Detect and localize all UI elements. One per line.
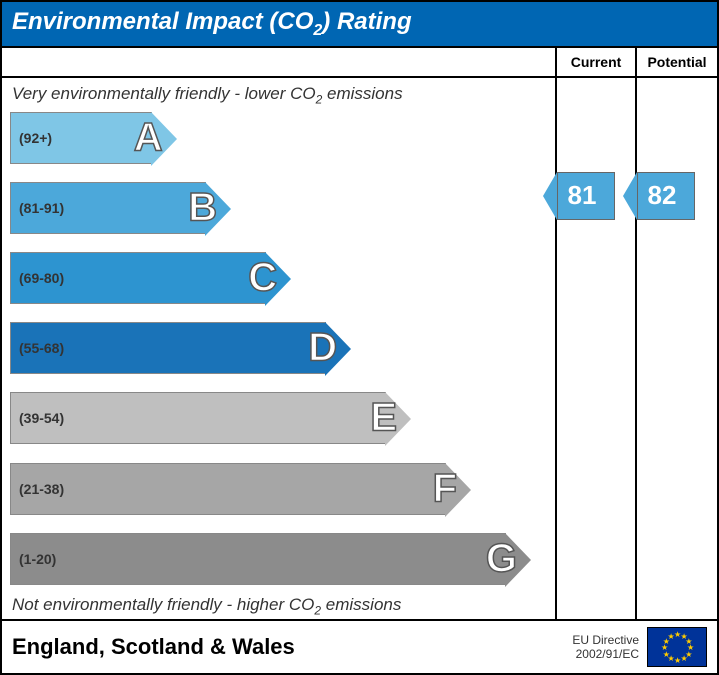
band-range-label: (55-68) <box>11 340 64 356</box>
potential-pointer-arrow <box>623 172 637 220</box>
footer: England, Scotland & Wales EU Directive 2… <box>2 619 717 673</box>
band-letter-e: E <box>370 396 397 441</box>
bands-body: (92+) A (81-91) B (69-80) C (55-68) D (39-54) E (2… <box>2 108 555 588</box>
table-area: Very environmentally friendly - lower CO… <box>2 46 717 619</box>
band-range-label: (1-20) <box>11 551 56 567</box>
potential-column-header: Potential <box>637 48 717 78</box>
footer-region: England, Scotland & Wales <box>12 634 295 660</box>
potential-value: 82 <box>642 180 677 211</box>
band-letter-a: A <box>134 116 163 161</box>
band-row-c: (69-80) C <box>10 252 555 304</box>
top-caption: Very environmentally friendly - lower CO… <box>2 78 555 108</box>
footer-right: EU Directive 2002/91/EC ★★★★★★★★★★★★ <box>572 627 707 667</box>
band-bar-g: (1-20)G <box>10 533 506 585</box>
band-bar-b: (81-91)B <box>10 182 206 234</box>
current-column: Current 81 <box>557 46 637 619</box>
eu-star-icon: ★ <box>674 656 681 665</box>
current-pointer: 81 <box>543 172 615 220</box>
band-range-label: (39-54) <box>11 410 64 426</box>
band-bar-f: (21-38)F <box>10 463 446 515</box>
title-bar: Environmental Impact (CO2) Rating <box>2 2 717 46</box>
epc-rating-container: Environmental Impact (CO2) Rating Very e… <box>0 0 719 675</box>
potential-column: Potential 82 <box>637 46 717 619</box>
bands-column: Very environmentally friendly - lower CO… <box>2 46 557 619</box>
current-column-header: Current <box>557 48 635 78</box>
band-range-label: (92+) <box>11 130 52 146</box>
band-row-e: (39-54) E <box>10 392 555 444</box>
band-bar-c: (69-80)C <box>10 252 266 304</box>
eu-star-icon: ★ <box>681 654 688 663</box>
bands-column-header <box>2 48 555 78</box>
band-letter-b: B <box>188 186 217 231</box>
eu-directive-line1: EU Directive <box>572 633 639 647</box>
current-pointer-arrow <box>543 172 557 220</box>
band-bar-d: (55-68)D <box>10 322 326 374</box>
band-range-label: (21-38) <box>11 481 64 497</box>
band-range-label: (69-80) <box>11 270 64 286</box>
eu-directive-line2: 2002/91/EC <box>576 647 639 661</box>
band-row-f: (21-38) F <box>10 463 555 515</box>
chart-title: Environmental Impact (CO2) Rating <box>12 8 412 35</box>
band-row-a: (92+) A <box>10 112 555 164</box>
bottom-caption: Not environmentally friendly - higher CO… <box>2 589 555 619</box>
band-bar-e: (39-54)E <box>10 392 386 444</box>
band-letter-c: C <box>248 256 277 301</box>
band-letter-f: F <box>433 466 457 511</box>
band-row-b: (81-91) B <box>10 182 555 234</box>
eu-star-icon: ★ <box>668 632 675 641</box>
band-letter-d: D <box>308 326 337 371</box>
potential-pointer: 82 <box>623 172 695 220</box>
current-value: 81 <box>562 180 597 211</box>
band-row-d: (55-68) D <box>10 322 555 374</box>
potential-pointer-area: 82 <box>637 78 717 619</box>
band-row-g: (1-20) G <box>10 533 555 585</box>
band-letter-g: G <box>486 536 517 581</box>
current-pointer-area: 81 <box>557 78 635 619</box>
band-bar-a: (92+)A <box>10 112 152 164</box>
eu-flag-icon: ★★★★★★★★★★★★ <box>647 627 707 667</box>
band-range-label: (81-91) <box>11 200 64 216</box>
eu-directive-text: EU Directive 2002/91/EC <box>572 633 639 662</box>
